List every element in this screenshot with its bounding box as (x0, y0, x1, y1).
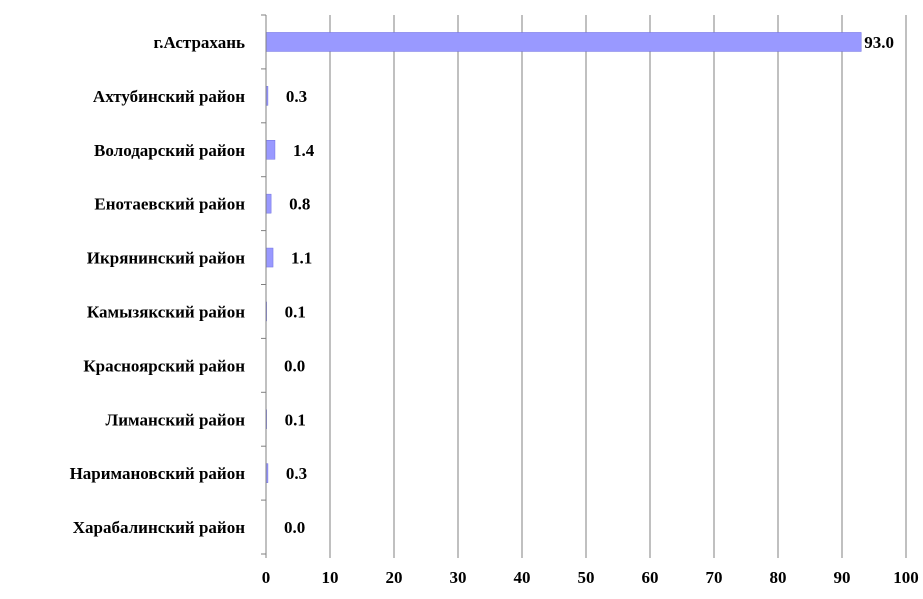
x-tick-label: 80 (770, 568, 787, 587)
x-tick-label: 90 (834, 568, 851, 587)
data-label: 0.0 (284, 356, 305, 375)
bars (265, 32, 862, 483)
axes (261, 14, 907, 558)
data-label: 1.4 (293, 141, 315, 160)
category-label: Енотаевский район (94, 195, 245, 214)
x-tick-label: 70 (706, 568, 723, 587)
bar (265, 32, 862, 52)
gridlines (329, 15, 907, 553)
category-label: Ахтубинский район (93, 87, 245, 106)
data-label: 0.1 (285, 302, 306, 321)
bar (265, 247, 274, 268)
x-tick-label: 100 (893, 568, 919, 587)
data-label: 0.8 (289, 195, 310, 214)
x-tick-label: 60 (642, 568, 659, 587)
bar (265, 140, 276, 160)
data-label: 0.3 (286, 464, 307, 483)
category-label: Наримановский район (70, 464, 246, 483)
bar (265, 193, 272, 214)
category-label: Камызякский район (87, 302, 245, 321)
category-label: Икрянинский район (87, 249, 245, 268)
category-label: Лиманский район (106, 410, 246, 429)
data-label: 93.0 (864, 33, 894, 52)
labels: 0 10 20 30 40 50 60 70 80 90 100 г.Астрахань 93.0 Ахт… (70, 33, 919, 587)
data-label: 0.1 (285, 410, 306, 429)
x-tick-label: 20 (386, 568, 403, 587)
data-label: 1.1 (291, 249, 312, 268)
data-label: 0.3 (286, 87, 307, 106)
x-tick-label: 0 (262, 568, 271, 587)
category-label: Володарский район (94, 141, 245, 160)
category-label: Красноярский район (83, 356, 245, 375)
x-tick-label: 50 (578, 568, 595, 587)
x-tick-label: 10 (322, 568, 339, 587)
x-tick-label: 30 (450, 568, 467, 587)
category-label: г.Астрахань (153, 33, 245, 52)
x-tick-label: 40 (514, 568, 531, 587)
data-label: 0.0 (284, 518, 305, 537)
category-label: Харабалинский район (73, 518, 245, 537)
